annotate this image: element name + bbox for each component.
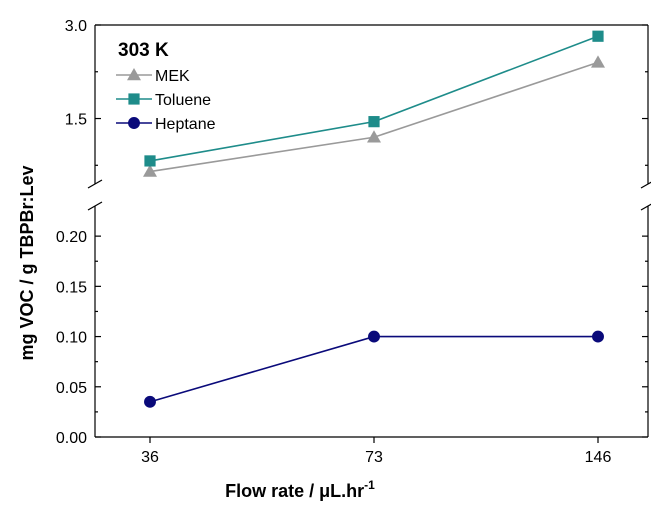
x-tick-label: 146 bbox=[585, 449, 612, 466]
lower-y-tick-label: 0.05 bbox=[56, 380, 87, 397]
axis-break-mark bbox=[640, 181, 651, 189]
series bbox=[143, 30, 605, 408]
legend-label-heptane: Heptane bbox=[155, 116, 216, 133]
lower-y-tick-label: 0.15 bbox=[56, 279, 87, 296]
x-tick-label: 73 bbox=[365, 449, 383, 466]
lower-y-tick-label: 0.10 bbox=[56, 330, 87, 347]
legend-marker-toluene bbox=[128, 93, 140, 105]
legend-title: 303 K bbox=[118, 40, 169, 61]
axis-break-mark bbox=[87, 201, 103, 211]
lower-y-tick-label: 0.00 bbox=[56, 430, 87, 447]
ticks: 1.5 3.0 0.00 0.05 0.10 0.15 0.20 36 73 146 bbox=[56, 18, 648, 466]
data-point-toluene bbox=[144, 155, 156, 167]
upper-y-tick-label: 3.0 bbox=[65, 18, 87, 35]
legend-label-toluene: Toluene bbox=[155, 92, 211, 109]
data-point-heptane bbox=[144, 395, 156, 408]
data-point-mek bbox=[591, 55, 605, 68]
data-point-toluene bbox=[592, 30, 604, 42]
lower-y-tick-label: 0.20 bbox=[56, 229, 87, 246]
axis-break-mark bbox=[640, 203, 651, 211]
data-point-mek bbox=[143, 164, 157, 177]
x-axis-title: Flow rate / μL.hr-1 bbox=[225, 478, 375, 501]
x-tick-label: 36 bbox=[141, 449, 159, 466]
axes bbox=[87, 24, 651, 438]
legend-marker-mek bbox=[127, 68, 141, 81]
y-axis-title: mg VOC / g TBPBr:Lev bbox=[17, 165, 37, 360]
legend-label-mek: MEK bbox=[155, 68, 190, 85]
axis-break-mark bbox=[87, 179, 103, 189]
upper-y-tick-label: 1.5 bbox=[65, 112, 87, 129]
data-point-toluene bbox=[368, 116, 380, 128]
data-point-mek bbox=[367, 130, 381, 143]
data-point-heptane bbox=[368, 330, 380, 343]
data-point-heptane bbox=[592, 330, 604, 343]
series-line-heptane bbox=[149, 335, 598, 403]
x-axis-title-main: Flow rate / μL.hr bbox=[225, 481, 364, 501]
legend: 303 K MEK Toluene Heptane bbox=[116, 40, 216, 133]
x-axis-title-sup: -1 bbox=[364, 478, 375, 492]
legend-marker-heptane bbox=[128, 117, 140, 129]
